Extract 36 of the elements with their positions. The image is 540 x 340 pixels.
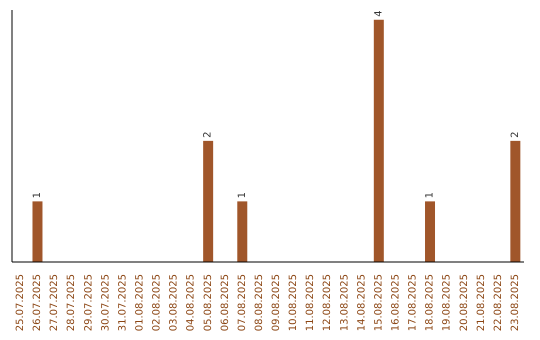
data-label: 2 [202, 131, 214, 138]
x-tick-label: 13.08.2025 [339, 274, 350, 332]
x-tick-label: 26.07.2025 [32, 274, 44, 332]
x-tick-label: 20.08.2025 [458, 274, 470, 332]
x-tick-label: 29.07.2025 [83, 274, 94, 332]
x-tick-label: 11.08.2025 [305, 274, 316, 332]
x-tick-label: 30.07.2025 [100, 274, 112, 332]
x-tick-label: 03.08.2025 [168, 274, 180, 332]
x-tick-label: 21.08.2025 [476, 274, 487, 332]
data-label: 1 [424, 192, 436, 198]
x-tick-label: 06.08.2025 [220, 274, 231, 332]
data-label: 4 [373, 10, 384, 17]
x-tick-label: 09.08.2025 [271, 274, 282, 332]
x-tick-label: 04.08.2025 [186, 274, 197, 332]
x-tick-label: 18.08.2025 [424, 274, 436, 332]
x-tick-label: 28.07.2025 [66, 274, 78, 332]
data-label: 2 [510, 131, 521, 138]
x-tick-label: 14.08.2025 [356, 274, 368, 332]
x-tick-label: 10.08.2025 [288, 274, 300, 332]
x-tick-label: 07.08.2025 [236, 274, 248, 332]
x-tick-label: 25.07.2025 [15, 274, 26, 332]
data-label: 1 [32, 192, 43, 198]
x-tick-label: 01.08.2025 [134, 274, 146, 332]
x-tick-label: 22.08.2025 [492, 274, 504, 332]
x-tick-label: 31.07.2025 [117, 274, 128, 332]
x-tick-label: 05.08.2025 [202, 274, 214, 332]
x-tick-label: 02.08.2025 [152, 274, 163, 332]
x-tick-label: 16.08.2025 [390, 274, 402, 332]
x-tick-label: 12.08.2025 [322, 274, 334, 332]
x-tick-label: 17.08.2025 [408, 274, 419, 332]
data-label: 1 [236, 192, 248, 198]
x-tick-label: 19.08.2025 [442, 274, 453, 332]
x-tick-label: 15.08.2025 [373, 274, 384, 332]
x-tick-label: 08.08.2025 [254, 274, 265, 332]
x-tick-label: 27.07.2025 [49, 274, 60, 332]
x-tick-label: 23.08.2025 [510, 274, 521, 332]
